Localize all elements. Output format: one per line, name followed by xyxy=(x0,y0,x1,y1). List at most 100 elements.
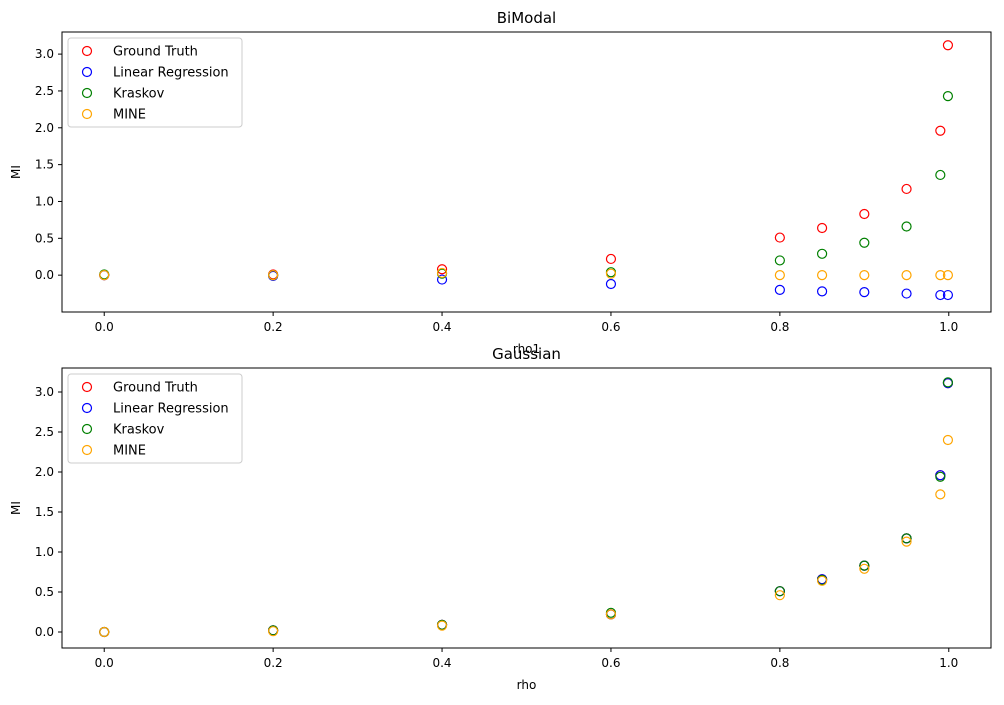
data-point xyxy=(942,289,954,301)
x-tick-label: 0.2 xyxy=(264,320,283,334)
y-tick-label: 2.0 xyxy=(35,465,54,479)
x-tick-label: 0.0 xyxy=(95,656,114,670)
series-mine xyxy=(99,267,954,281)
series-kraskov xyxy=(99,377,954,638)
y-tick-label: 2.5 xyxy=(35,425,54,439)
x-tick-label: 0.0 xyxy=(95,320,114,334)
data-point xyxy=(859,208,870,220)
data-point xyxy=(901,288,912,299)
data-point xyxy=(605,253,617,265)
data-point xyxy=(859,563,870,574)
chart-panel-gaussian: 0.0 0.2 0.4 0.6 0.8 1.0 0.0 0.5 1.0 1.5 2.0 2.5 3.0 G… xyxy=(9,345,992,692)
y-tick-label: 0.5 xyxy=(35,585,54,599)
legend-label: Kraskov xyxy=(113,423,165,438)
y-tick-label: 1.5 xyxy=(35,158,54,172)
legend-label: MINE xyxy=(113,444,146,459)
y-axis-label: MI xyxy=(9,165,23,179)
data-point xyxy=(816,222,828,234)
legend-marker xyxy=(81,381,93,393)
data-point xyxy=(774,270,785,281)
data-point xyxy=(942,91,954,102)
data-point xyxy=(436,264,448,275)
data-point xyxy=(774,255,785,266)
data-point xyxy=(901,270,912,281)
data-point xyxy=(942,434,954,446)
data-point xyxy=(859,287,870,298)
data-point xyxy=(935,270,946,281)
legend-marker xyxy=(81,423,93,435)
y-tick-label: 1.0 xyxy=(35,545,54,559)
data-point xyxy=(774,590,785,601)
data-point xyxy=(268,270,279,281)
y-tick-label: 3.0 xyxy=(35,47,54,61)
data-point xyxy=(859,237,870,248)
data-point xyxy=(99,270,110,281)
legend-marker xyxy=(81,444,93,456)
data-point xyxy=(816,248,828,259)
data-point xyxy=(268,626,279,637)
x-tick-label: 0.8 xyxy=(770,656,789,670)
data-point xyxy=(816,270,828,281)
legend: Ground Truth Linear Regression Kraskov MINE xyxy=(67,373,243,464)
data-point xyxy=(942,40,954,51)
legend-marker xyxy=(81,108,93,120)
x-axis-label: rho xyxy=(517,678,537,692)
x-tick-label: 0.4 xyxy=(432,320,451,334)
x-tick-label: 0.6 xyxy=(601,656,620,670)
data-point xyxy=(935,125,946,136)
data-point xyxy=(774,232,785,243)
y-axis-label: MI xyxy=(9,501,23,515)
series-mine xyxy=(99,434,954,638)
data-point xyxy=(816,575,828,586)
legend: Ground Truth Linear Regression Kraskov MINE xyxy=(67,37,243,128)
y-tick-label: 3.0 xyxy=(35,385,54,399)
data-point xyxy=(901,536,912,547)
data-point xyxy=(774,586,785,597)
plot-area-frame xyxy=(61,31,992,313)
data-point xyxy=(774,284,785,295)
data-point xyxy=(605,268,617,279)
x-tick-label: 1.0 xyxy=(939,656,958,670)
chart-panel-bimodal: 0.0 0.2 0.4 0.6 0.8 1.0 0.0 0.5 1.0 1.5 2.0 2.5 3.0 B… xyxy=(9,9,992,356)
legend-label: Linear Regression xyxy=(113,66,229,81)
data-point xyxy=(935,489,946,500)
y-tick-label: 2.0 xyxy=(35,121,54,135)
series-ground-truth xyxy=(99,40,954,281)
legend-box xyxy=(67,37,243,128)
data-point xyxy=(605,609,617,620)
data-point xyxy=(935,169,946,181)
data-point xyxy=(859,270,870,281)
data-point xyxy=(859,560,870,571)
y-tick-label: 2.5 xyxy=(35,84,54,98)
data-point xyxy=(942,270,954,281)
legend-marker xyxy=(81,45,93,57)
series-linear-regression xyxy=(99,270,954,301)
y-tick-label: 0.0 xyxy=(35,268,54,282)
x-tick-label: 0.6 xyxy=(601,320,620,334)
legend-marker xyxy=(81,402,93,414)
legend-marker xyxy=(81,87,93,99)
chart-title: Gaussian xyxy=(492,345,561,363)
x-tick-label: 0.4 xyxy=(432,656,451,670)
data-point xyxy=(99,626,110,638)
legend-box xyxy=(67,373,243,464)
chart-title: BiModal xyxy=(497,9,556,27)
x-axis-label: rho1 xyxy=(513,342,540,356)
data-point xyxy=(436,620,448,631)
x-tick-label: 0.8 xyxy=(770,320,789,334)
data-point xyxy=(935,471,946,482)
x-tick-label: 1.0 xyxy=(939,320,958,334)
data-point xyxy=(942,377,954,388)
legend-label: MINE xyxy=(113,108,146,123)
plot-area-frame xyxy=(61,367,992,649)
legend-label: Kraskov xyxy=(113,87,165,102)
y-tick-label: 0.5 xyxy=(35,231,54,245)
data-point xyxy=(901,533,912,544)
legend-marker xyxy=(81,66,93,78)
legend-label: Ground Truth xyxy=(113,45,198,60)
legend-label: Ground Truth xyxy=(113,381,198,396)
data-point xyxy=(816,286,828,297)
data-point xyxy=(935,289,946,301)
